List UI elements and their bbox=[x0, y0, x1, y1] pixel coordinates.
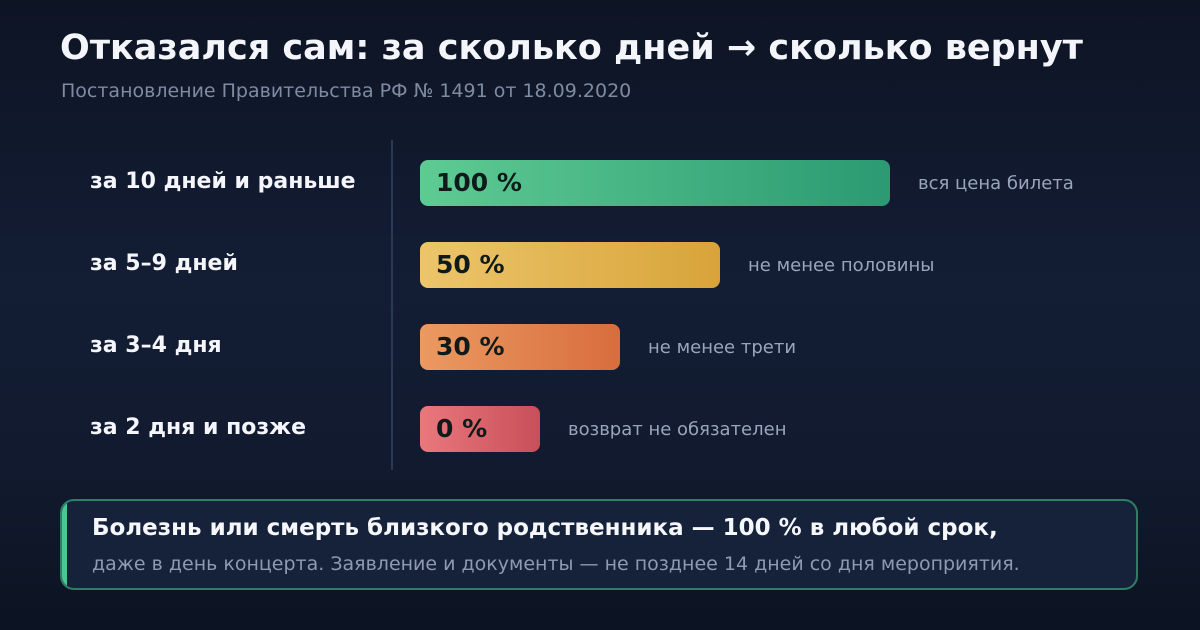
bar-note-3: не менее трети bbox=[648, 337, 797, 358]
bar-note-2: не менее половины bbox=[748, 255, 935, 276]
category-label-2: за 5–9 дней bbox=[90, 251, 238, 276]
bar-1: 100 % bbox=[420, 160, 890, 206]
bar-note-4: возврат не обязателен bbox=[568, 419, 787, 440]
category-label-3: за 3–4 дня bbox=[90, 333, 222, 358]
chart-divider bbox=[391, 140, 393, 470]
bar-value-label-1: 100 % bbox=[436, 168, 522, 197]
bar-value-label-2: 50 % bbox=[436, 250, 505, 279]
callout-accent-bar bbox=[62, 501, 67, 588]
bar-note-1: вся цена билета bbox=[918, 173, 1074, 194]
bar-3: 30 % bbox=[420, 324, 620, 370]
callout-title: Болезнь или смерть близкого родственника… bbox=[92, 515, 998, 541]
category-label-1: за 10 дней и раньше bbox=[90, 169, 356, 194]
bar-value-label-4: 0 % bbox=[436, 414, 488, 443]
bar-2: 50 % bbox=[420, 242, 720, 288]
callout-text: даже в день концерта. Заявление и докуме… bbox=[92, 553, 1020, 575]
page-subtitle: Постановление Правительства РФ № 1491 от… bbox=[61, 80, 632, 102]
bar-4: 0 % bbox=[420, 406, 540, 452]
bar-value-label-3: 30 % bbox=[436, 332, 505, 361]
exception-callout: Болезнь или смерть близкого родственника… bbox=[60, 499, 1138, 590]
page-title: Отказался сам: за сколько дней → сколько… bbox=[60, 28, 1083, 68]
category-label-4: за 2 дня и позже bbox=[90, 415, 306, 440]
